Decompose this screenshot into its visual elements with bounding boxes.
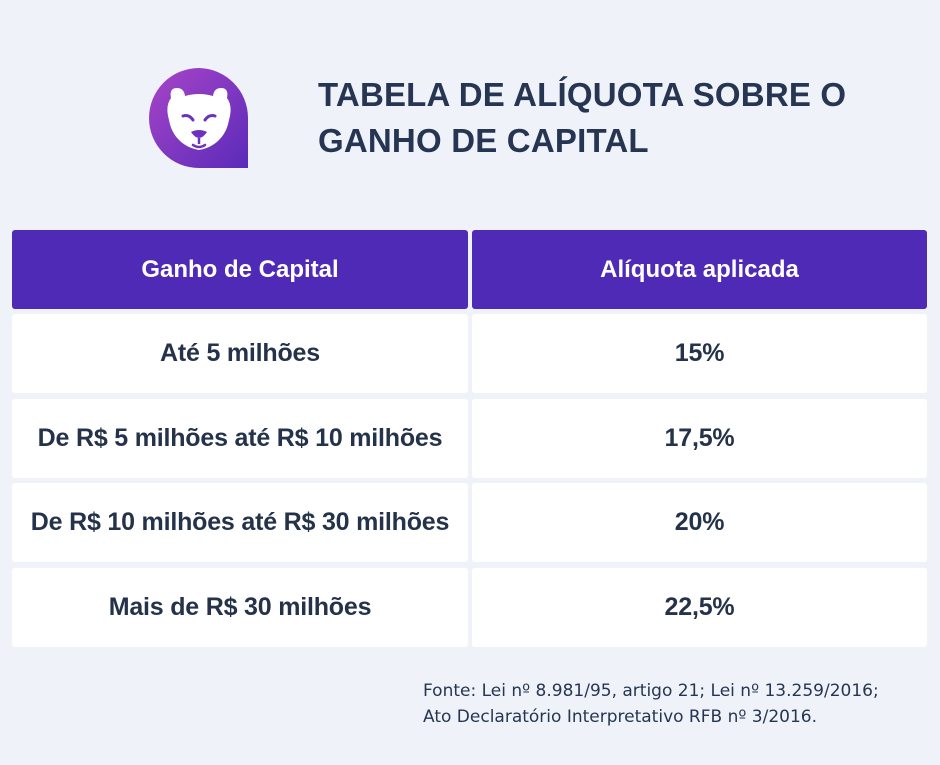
row-2-range: De R$ 5 milhões até R$ 10 milhões <box>12 399 468 478</box>
row-1-range: Até 5 milhões <box>12 314 468 393</box>
panther-head-icon <box>149 68 248 168</box>
row-4-rate: 22,5% <box>472 568 927 647</box>
row-3-rate: 20% <box>472 483 927 562</box>
row-2-rate: 17,5% <box>472 399 927 478</box>
row-4-range: Mais de R$ 30 milhões <box>12 568 468 647</box>
source-line-2: Ato Declaratório Interpretativo RFB nº 3… <box>423 707 817 727</box>
brand-logo <box>147 66 251 170</box>
title-line-1: TABELA DE ALÍQUOTA SOBRE O <box>318 76 847 113</box>
row-3-range: De R$ 10 milhões até R$ 30 milhões <box>12 483 468 562</box>
header-capital-gain: Ganho de Capital <box>12 230 468 309</box>
source-note: Fonte: Lei nº 8.981/95, artigo 21; Lei n… <box>423 678 923 730</box>
row-1-rate: 15% <box>472 314 927 393</box>
source-line-1: Fonte: Lei nº 8.981/95, artigo 21; Lei n… <box>423 681 879 701</box>
title-line-2: GANHO DE CAPITAL <box>318 122 649 159</box>
page-title: TABELA DE ALÍQUOTA SOBRE O GANHO DE CAPI… <box>318 72 878 164</box>
header-rate: Alíquota aplicada <box>472 230 927 309</box>
